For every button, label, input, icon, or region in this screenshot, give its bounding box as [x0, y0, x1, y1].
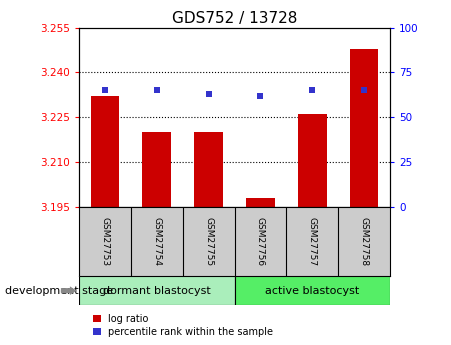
Bar: [350, 49, 378, 207]
Bar: [79, 276, 235, 305]
Text: GSM27758: GSM27758: [360, 217, 368, 266]
Legend: log ratio, percentile rank within the sample: log ratio, percentile rank within the sa…: [93, 314, 273, 337]
Text: GSM27757: GSM27757: [308, 217, 317, 266]
Bar: [235, 276, 390, 305]
Bar: [194, 132, 223, 207]
Title: GDS752 / 13728: GDS752 / 13728: [172, 11, 297, 27]
Text: GSM27755: GSM27755: [204, 217, 213, 266]
Bar: [298, 114, 327, 207]
Point: [153, 88, 160, 93]
Text: active blastocyst: active blastocyst: [265, 286, 359, 296]
Text: GSM27754: GSM27754: [152, 217, 161, 266]
Text: GSM27753: GSM27753: [101, 217, 109, 266]
Bar: [143, 132, 171, 207]
Text: dormant blastocyst: dormant blastocyst: [103, 286, 211, 296]
Bar: [91, 96, 119, 207]
Point: [257, 93, 264, 99]
Point: [101, 88, 108, 93]
Text: development stage: development stage: [5, 286, 113, 296]
Point: [361, 88, 368, 93]
Text: GSM27756: GSM27756: [256, 217, 265, 266]
Point: [308, 88, 316, 93]
Point: [205, 91, 212, 97]
Bar: [246, 198, 275, 207]
